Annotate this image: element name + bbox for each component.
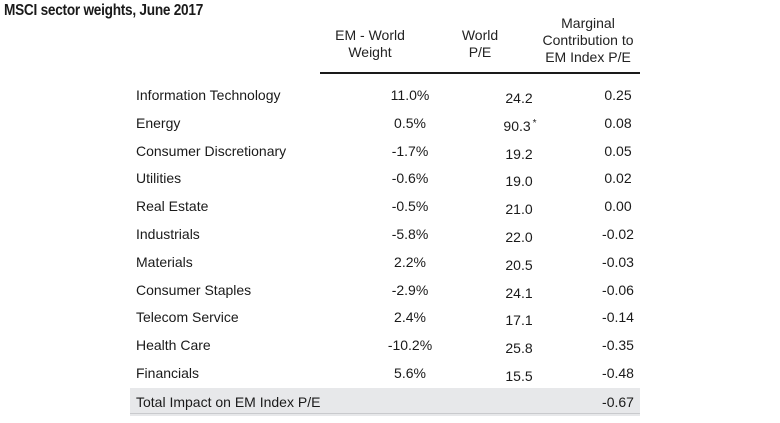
weight-value: -5.8% — [391, 225, 429, 242]
table-row: Financials 5.6% 15.5 -0.48 — [130, 360, 640, 388]
sector-name: Industrials — [136, 225, 200, 242]
total-label: Total Impact on EM Index P/E — [136, 393, 321, 410]
contribution-value: -0.35 — [602, 337, 634, 354]
header-marginal-contribution: Marginal Contribution to EM Index P/E — [530, 15, 646, 66]
table-row: Utilities -0.6% 19.0 0.02 — [130, 165, 640, 193]
contribution-value: -0.14 — [602, 309, 634, 326]
header-line: P/E — [468, 44, 492, 60]
weight-value: -0.6% — [391, 170, 429, 187]
table-row: Real Estate -0.5% 21.0 0.00 — [130, 193, 640, 221]
pe-value: 22.0 — [505, 228, 533, 245]
page-title: MSCI sector weights, June 2017 — [4, 2, 204, 19]
table-row: Health Care -10.2% 25.8 -0.35 — [130, 332, 640, 360]
sector-name: Financials — [136, 364, 200, 381]
contribution-value: 0.25 — [604, 87, 632, 103]
pe-value: 24.1 — [505, 284, 533, 301]
header-divider — [320, 72, 640, 74]
header-line: EM - World — [335, 27, 405, 43]
weight-value: 2.4% — [394, 309, 426, 326]
footnote-marker: * — [532, 117, 537, 129]
sector-name: Telecom Service — [136, 309, 239, 326]
contribution-value: -0.02 — [602, 225, 634, 242]
sector-name: Energy — [136, 114, 181, 131]
pe-value: 17.1 — [505, 312, 533, 329]
sector-name: Consumer Discretionary — [136, 142, 287, 159]
bottom-divider — [130, 413, 640, 414]
contribution-value: 0.02 — [604, 170, 632, 187]
weight-value: 5.6% — [394, 364, 426, 381]
total-row: Total Impact on EM Index P/E -0.67 — [130, 387, 640, 416]
pe-value: 20.5 — [505, 256, 533, 273]
sector-name: Information Technology — [136, 87, 281, 103]
table-row: Energy 0.5% 90.3 * 0.08 — [130, 110, 640, 138]
contribution-value: 0.00 — [604, 198, 632, 215]
sector-table: Information Technology 11.0% 24.2 0.25 E… — [130, 82, 640, 416]
pe-value: 19.0 — [505, 173, 533, 190]
total-value: -0.67 — [602, 393, 634, 410]
pe-value: 21.0 — [505, 201, 533, 218]
pe-value: 24.2 — [505, 90, 533, 106]
header-line: Weight — [348, 44, 392, 60]
weight-value: -1.7% — [391, 142, 429, 159]
sector-name: Health Care — [136, 337, 211, 354]
table-row: Consumer Discretionary -1.7% 19.2 0.05 — [130, 138, 640, 166]
table-row: Materials 2.2% 20.5 -0.03 — [130, 249, 640, 277]
contribution-value: -0.03 — [602, 253, 634, 270]
header-em-world-weight: EM - World Weight — [320, 27, 420, 61]
sector-name: Materials — [136, 253, 193, 270]
pe-value: 19.2 — [505, 145, 533, 162]
table-row: Telecom Service 2.4% 17.1 -0.14 — [130, 304, 640, 332]
sector-name: Real Estate — [136, 198, 209, 215]
table-row: Information Technology 11.0% 24.2 0.25 — [130, 82, 640, 110]
header-world-pe: World P/E — [440, 27, 520, 61]
pe-value: 25.8 — [505, 340, 533, 357]
pe-value: 90.3 * — [503, 117, 537, 134]
table-row: Industrials -5.8% 22.0 -0.02 — [130, 221, 640, 249]
header-line: EM Index P/E — [545, 49, 631, 65]
weight-value: -0.5% — [391, 198, 429, 215]
header-line: Contribution to — [542, 32, 634, 48]
sector-name: Utilities — [136, 170, 182, 187]
weight-value: 0.5% — [394, 114, 426, 131]
sector-name: Consumer Staples — [136, 281, 252, 298]
header-line: Marginal — [561, 15, 615, 31]
contribution-value: 0.08 — [604, 114, 632, 131]
header-line: World — [461, 27, 499, 43]
contribution-value: -0.06 — [602, 281, 634, 298]
contribution-value: -0.48 — [602, 364, 634, 381]
pe-value: 15.5 — [505, 367, 533, 384]
weight-value: 11.0% — [390, 87, 430, 103]
weight-value: -2.9% — [391, 281, 429, 298]
contribution-value: 0.05 — [604, 142, 632, 159]
weight-value: -10.2% — [387, 337, 433, 354]
table-row: Consumer Staples -2.9% 24.1 -0.06 — [130, 277, 640, 305]
weight-value: 2.2% — [394, 253, 426, 270]
